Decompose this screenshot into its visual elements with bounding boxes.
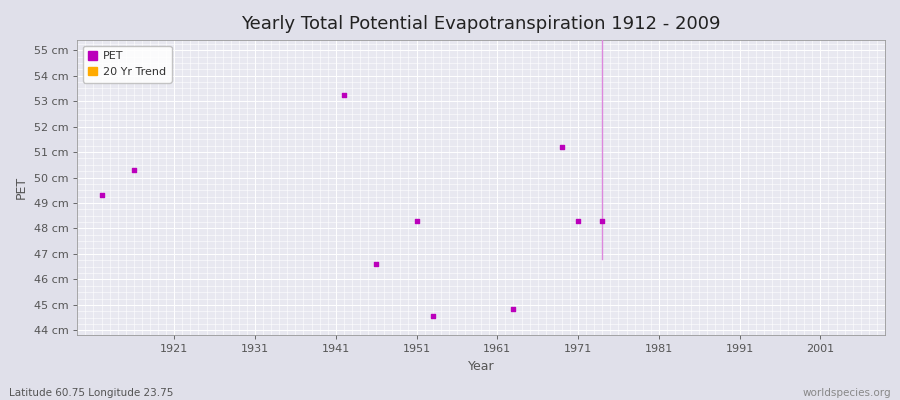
PET	[337, 92, 351, 98]
Title: Yearly Total Potential Evapotranspiration 1912 - 2009: Yearly Total Potential Evapotranspiratio…	[241, 15, 721, 33]
X-axis label: Year: Year	[468, 360, 494, 373]
PET	[410, 218, 424, 224]
Text: worldspecies.org: worldspecies.org	[803, 388, 891, 398]
20 Yr Trend	[597, 38, 608, 42]
PET	[571, 218, 585, 224]
PET	[127, 167, 141, 173]
Text: Latitude 60.75 Longitude 23.75: Latitude 60.75 Longitude 23.75	[9, 388, 174, 398]
PET	[595, 218, 609, 224]
PET	[507, 306, 521, 312]
20 Yr Trend	[597, 257, 608, 262]
PET	[426, 313, 440, 320]
Legend: PET, 20 Yr Trend: PET, 20 Yr Trend	[83, 46, 172, 82]
PET	[554, 144, 569, 150]
Y-axis label: PET: PET	[15, 176, 28, 199]
PET	[94, 192, 109, 199]
PET	[369, 261, 383, 267]
